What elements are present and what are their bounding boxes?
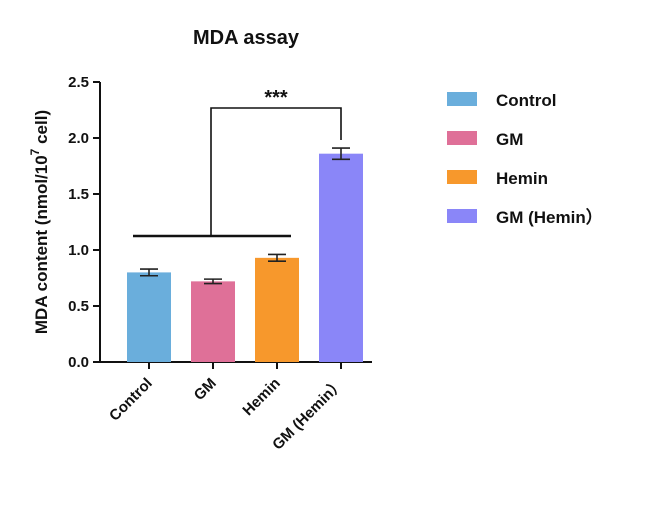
legend-label-3: GM (Hemin） (496, 207, 603, 227)
bar-2 (255, 257, 299, 362)
bar-1 (191, 281, 235, 362)
legend-swatch-2 (447, 170, 477, 184)
y-tick-label: 2.5 (68, 74, 89, 91)
bar-3 (319, 153, 363, 362)
legend-swatch-0 (447, 92, 477, 106)
y-tick-label: 0.0 (68, 354, 89, 371)
x-tick-label: GM (191, 375, 220, 404)
legend-label-0: Control (496, 91, 556, 110)
significance-label: *** (264, 87, 288, 109)
x-tick-label: Control (106, 375, 156, 425)
y-tick-label: 1.5 (68, 186, 89, 203)
legend-swatch-3 (447, 209, 477, 223)
y-axis-ticks: 0.0 0.5 1.0 1.5 2.0 2.5 (68, 74, 100, 371)
y-axis-label: MDA content (nmol/107 cell) (28, 110, 51, 334)
x-tick-label: Hemin (239, 375, 283, 419)
bar-0 (127, 272, 171, 362)
legend: Control GM Hemin GM (Hemin） (447, 91, 603, 227)
legend-swatch-1 (447, 131, 477, 145)
significance-bracket: *** (133, 87, 342, 238)
legend-label-2: Hemin (496, 169, 548, 188)
y-tick-label: 1.0 (68, 242, 89, 259)
legend-label-1: GM (496, 130, 523, 149)
y-tick-label: 0.5 (68, 298, 89, 315)
bars-group (127, 147, 363, 362)
chart-title: MDA assay (193, 27, 300, 49)
y-tick-label: 2.0 (68, 130, 89, 147)
bracket-line (210, 107, 342, 236)
